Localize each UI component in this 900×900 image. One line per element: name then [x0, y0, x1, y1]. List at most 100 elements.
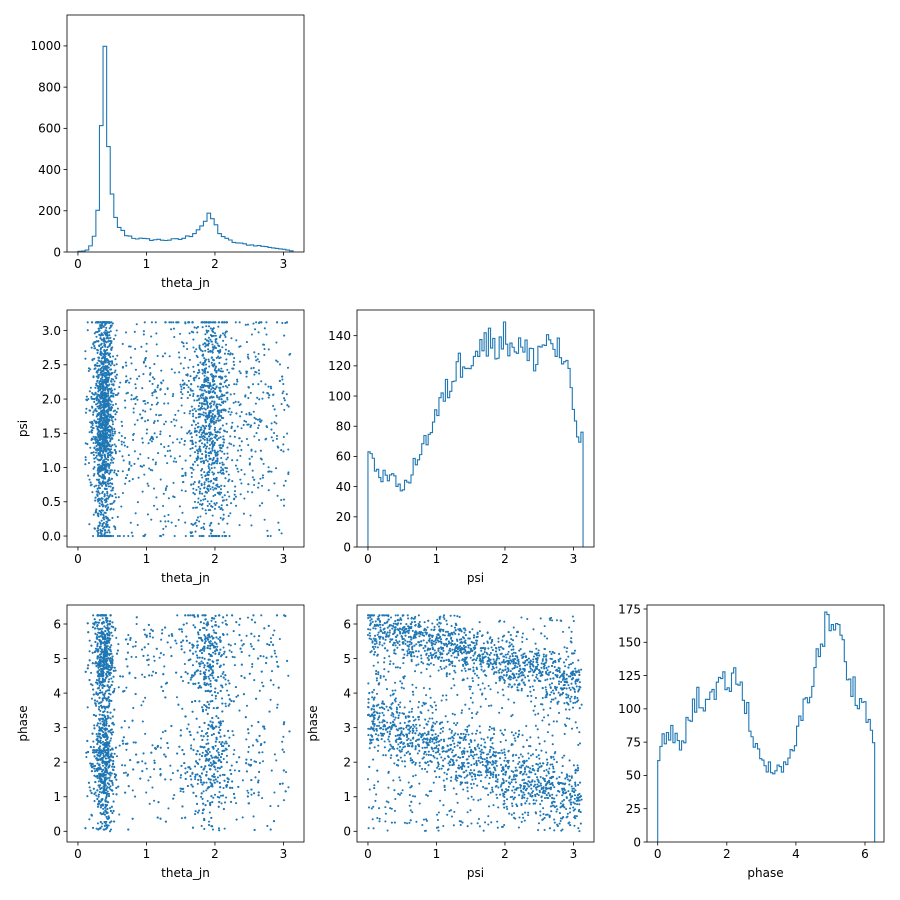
scatter-point	[242, 423, 245, 427]
scatter-point	[191, 409, 194, 412]
scatter-point	[205, 459, 208, 462]
scatter-point	[252, 815, 255, 818]
scatter-point	[130, 394, 133, 397]
scatter-point	[202, 526, 205, 529]
scatter-point	[198, 445, 201, 448]
scatter-point	[184, 521, 187, 524]
scatter-point	[196, 371, 199, 374]
scatter-point	[179, 332, 182, 335]
scatter-point	[100, 357, 103, 360]
scatter-point	[107, 404, 110, 407]
scatter-point	[156, 401, 159, 404]
scatter-point	[191, 664, 194, 667]
scatter-point	[245, 704, 249, 707]
scatter-point	[184, 472, 187, 475]
scatter-point	[109, 493, 112, 496]
scatter-point	[197, 425, 200, 428]
scatter-point	[208, 424, 211, 427]
scatter-point	[222, 663, 225, 666]
scatter-point	[115, 636, 118, 639]
scatter-point	[260, 614, 263, 617]
scatter-point	[114, 413, 117, 416]
scatter-point	[239, 493, 242, 496]
scatter-point	[203, 471, 206, 474]
scatter-point	[105, 517, 108, 520]
scatter-point	[184, 322, 187, 325]
scatter-point	[135, 395, 138, 398]
scatter-point	[118, 813, 121, 816]
scatter-point	[273, 482, 276, 485]
scatter-point	[151, 636, 154, 639]
scatter-point	[276, 445, 279, 448]
scatter-point	[265, 437, 268, 440]
scatter-point	[132, 645, 135, 648]
scatter-point	[94, 438, 97, 441]
scatter-point	[226, 689, 229, 692]
scatter-point	[201, 372, 204, 375]
scatter-point	[193, 379, 196, 382]
scatter-point	[210, 373, 213, 376]
scatter-point	[214, 451, 217, 454]
scatter-point	[101, 397, 105, 400]
scatter-point	[238, 321, 241, 324]
scatter-point	[191, 523, 195, 526]
scatter-point	[93, 767, 96, 770]
scatter-point	[111, 420, 114, 423]
scatter-point	[88, 390, 91, 393]
scatter-point	[91, 397, 94, 401]
y-tick-label: 20	[336, 510, 351, 524]
scatter-point	[113, 471, 116, 474]
scatter-point	[108, 631, 111, 634]
scatter-point	[145, 767, 148, 770]
scatter-point	[234, 495, 237, 498]
scatter-point	[250, 413, 253, 416]
scatter-point	[210, 356, 213, 359]
scatter-point	[216, 770, 219, 773]
scatter-point	[214, 415, 217, 418]
scatter-point	[145, 342, 148, 345]
scatter-point	[231, 480, 234, 483]
scatter-point	[154, 389, 157, 392]
scatter-point	[109, 828, 113, 831]
scatter-point	[202, 434, 205, 438]
scatter-point	[205, 414, 208, 417]
scatter-point	[224, 384, 227, 388]
scatter-point	[190, 778, 193, 781]
scatter-point	[106, 351, 109, 355]
scatter-point	[122, 534, 125, 538]
scatter-point	[108, 434, 111, 437]
scatter-point	[240, 639, 243, 642]
scatter-point	[159, 534, 163, 538]
scatter-point	[187, 723, 190, 726]
scatter-point	[212, 456, 215, 459]
scatter-point	[167, 520, 170, 523]
scatter-point	[180, 388, 183, 391]
scatter-point	[247, 443, 250, 447]
scatter-point	[245, 341, 248, 344]
scatter-point	[106, 366, 109, 369]
scatter-point	[102, 384, 105, 387]
scatter-point	[239, 403, 242, 406]
scatter-point	[211, 828, 215, 831]
scatter-point	[116, 534, 119, 538]
scatter-point	[187, 379, 190, 382]
scatter-point	[230, 764, 233, 767]
scatter-point	[93, 460, 96, 463]
scatter-point	[200, 473, 203, 476]
scatter-point	[100, 360, 103, 363]
scatter-point	[280, 499, 283, 502]
scatter-point	[195, 524, 198, 527]
scatter-point	[102, 361, 105, 364]
scatter-point	[110, 400, 113, 403]
scatter-point	[226, 446, 229, 449]
scatter-point	[134, 512, 137, 515]
scatter-point	[212, 796, 215, 799]
scatter-point	[202, 392, 205, 395]
scatter-point	[214, 478, 217, 481]
scatter-point	[235, 383, 238, 386]
scatter-point	[122, 459, 125, 462]
scatter-point	[201, 383, 204, 387]
scatter-point	[139, 453, 142, 456]
scatter-point	[215, 346, 218, 350]
scatter-point	[195, 519, 198, 522]
